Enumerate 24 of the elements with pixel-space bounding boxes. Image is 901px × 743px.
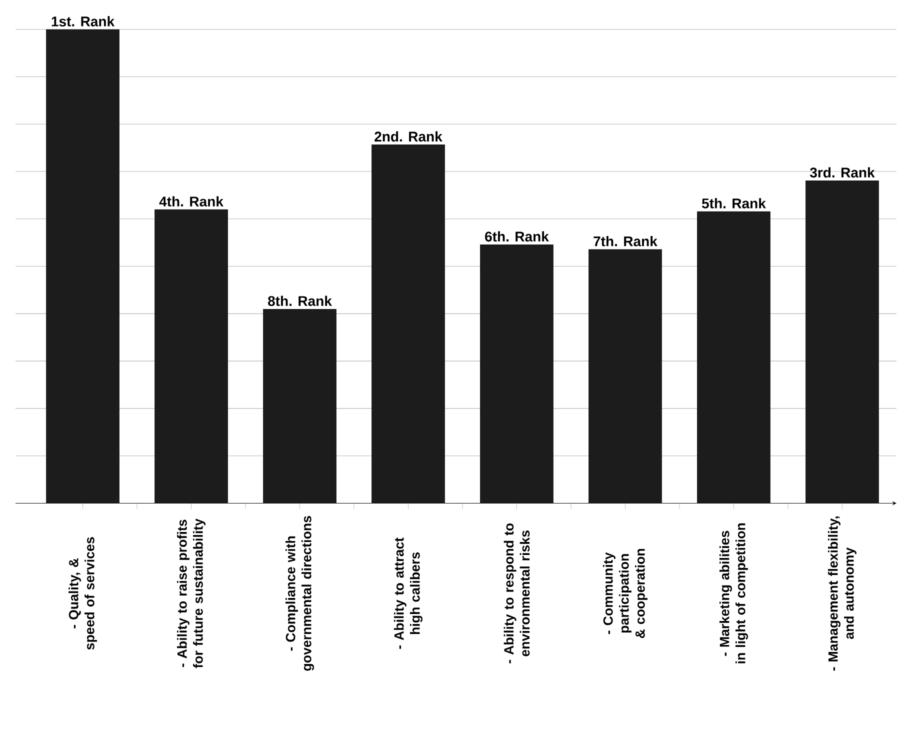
annotation: 8th. Rank — [268, 295, 332, 306]
bar — [697, 211, 770, 503]
bar — [480, 244, 554, 503]
annotation: 6th. Rank — [485, 231, 549, 242]
x-tick-label: - Quality, & speed of services — [68, 536, 97, 650]
x-tick-label: - Management flexibility, and autonomy — [828, 516, 856, 670]
x-tick-label: - Ability to respond to environmental risks — [504, 523, 530, 664]
x-tick-label: - Community participation & cooperation — [602, 548, 648, 638]
bar — [46, 29, 120, 503]
bar — [588, 249, 662, 503]
bar — [806, 180, 879, 503]
x-tick-label: - Ability to raise profits for future sustainability — [177, 518, 206, 668]
bar — [372, 144, 445, 503]
annotation: 5th. Rank — [702, 198, 766, 208]
x-tick-label: - Marketing abilities in light of competition — [719, 523, 748, 664]
annotation: 2nd. Rank — [374, 131, 442, 142]
x-tick-label: - Ability to attract high calibers — [394, 537, 422, 649]
bar — [263, 308, 336, 503]
x-tick-label: - Compliance with governmental directions — [285, 516, 314, 670]
annotation: 1st. Rank — [52, 16, 115, 26]
annotation: 7th. Rank — [594, 236, 658, 246]
annotation: 4th. Rank — [159, 196, 224, 206]
annotation: 3rd. Rank — [810, 167, 875, 178]
bar — [154, 209, 228, 503]
